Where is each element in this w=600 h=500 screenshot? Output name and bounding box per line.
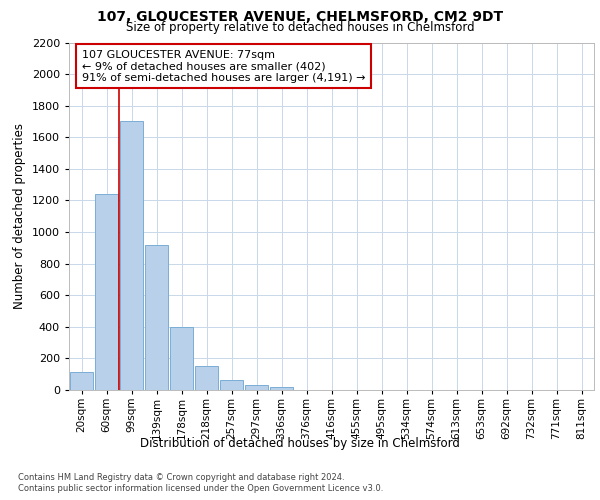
Bar [145,244,168,390]
Bar [270,387,293,390]
Y-axis label: Number of detached properties: Number of detached properties [13,123,26,309]
Text: 107 GLOUCESTER AVENUE: 77sqm
← 9% of detached houses are smaller (402)
91% of se: 107 GLOUCESTER AVENUE: 77sqm ← 9% of det… [82,50,365,83]
Text: Contains HM Land Registry data © Crown copyright and database right 2024.: Contains HM Land Registry data © Crown c… [18,472,344,482]
Bar [170,327,193,390]
Text: Size of property relative to detached houses in Chelmsford: Size of property relative to detached ho… [125,21,475,34]
Bar [195,366,218,390]
Text: 107, GLOUCESTER AVENUE, CHELMSFORD, CM2 9DT: 107, GLOUCESTER AVENUE, CHELMSFORD, CM2 … [97,10,503,24]
Bar [220,380,243,390]
Text: Contains public sector information licensed under the Open Government Licence v3: Contains public sector information licen… [18,484,383,493]
Text: Distribution of detached houses by size in Chelmsford: Distribution of detached houses by size … [140,438,460,450]
Bar [245,386,268,390]
Bar [120,122,143,390]
Bar [95,194,118,390]
Bar [70,372,93,390]
